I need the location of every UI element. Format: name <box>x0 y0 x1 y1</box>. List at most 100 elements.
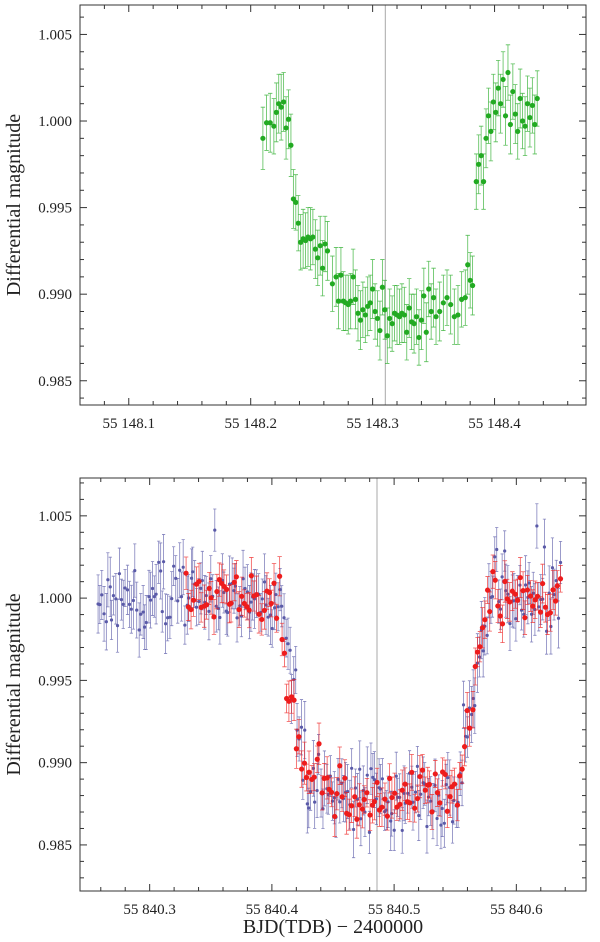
data-point <box>508 622 512 626</box>
data-point <box>515 597 521 603</box>
plot-area <box>260 44 540 366</box>
data-point <box>379 804 385 810</box>
data-point <box>515 128 521 135</box>
series-1 <box>183 554 564 839</box>
data-point <box>529 102 535 109</box>
data-point <box>288 648 292 652</box>
data-point <box>361 796 367 803</box>
data-point <box>154 592 158 596</box>
data-point <box>274 615 280 621</box>
data-point <box>267 120 273 126</box>
data-point <box>355 310 361 316</box>
data-point <box>457 773 463 779</box>
data-point <box>337 763 343 769</box>
data-point <box>417 773 423 780</box>
data-point <box>485 113 492 119</box>
data-point <box>524 587 531 593</box>
data-point <box>320 265 326 271</box>
data-point <box>141 610 145 614</box>
data-point <box>218 615 222 620</box>
data-point <box>350 274 356 280</box>
data-point <box>211 614 217 620</box>
data-point <box>310 234 316 240</box>
data-point <box>414 795 421 802</box>
data-point <box>235 616 239 620</box>
data-point <box>532 121 538 128</box>
data-point <box>437 308 443 315</box>
data-point <box>484 587 491 593</box>
data-point <box>400 828 404 833</box>
data-point <box>527 593 534 599</box>
data-point <box>492 577 498 583</box>
data-point <box>419 767 426 773</box>
data-point <box>442 771 448 778</box>
data-point <box>413 314 420 320</box>
data-point <box>338 272 344 278</box>
data-point <box>133 568 137 573</box>
data-point <box>106 578 110 582</box>
data-point <box>549 624 553 629</box>
data-point <box>517 574 523 581</box>
data-point <box>191 570 195 574</box>
data-point <box>176 599 180 603</box>
data-point <box>143 625 147 629</box>
data-point <box>542 604 548 610</box>
data-point <box>377 327 383 334</box>
data-point <box>206 585 212 591</box>
data-point <box>485 633 489 638</box>
data-point <box>440 806 444 811</box>
data-point <box>329 281 335 287</box>
data-point <box>108 585 112 589</box>
data-point <box>374 315 381 322</box>
x-tick-label: 55 840.4 <box>246 902 299 918</box>
y-tick-label: 0.985 <box>38 374 72 390</box>
data-point <box>322 241 328 247</box>
data-point <box>243 586 247 591</box>
data-point <box>387 315 393 322</box>
data-point <box>447 794 453 800</box>
data-point <box>478 153 484 159</box>
data-point <box>209 577 213 581</box>
data-point <box>505 69 511 76</box>
data-point <box>426 781 433 788</box>
data-point <box>293 199 299 206</box>
data-point <box>111 593 116 598</box>
data-point <box>271 123 277 129</box>
data-point <box>434 790 441 796</box>
data-point <box>369 767 373 771</box>
data-point <box>418 317 424 323</box>
data-point <box>495 603 501 609</box>
data-point <box>394 774 398 778</box>
data-point <box>121 602 125 606</box>
data-point <box>236 606 242 613</box>
data-point <box>495 547 499 552</box>
data-point <box>439 823 443 827</box>
data-point <box>464 707 470 714</box>
data-point <box>409 769 415 775</box>
data-point <box>338 800 342 804</box>
data-point <box>497 613 503 619</box>
data-point <box>226 610 230 615</box>
data-point <box>429 799 433 803</box>
data-point <box>315 255 321 261</box>
data-point <box>168 615 172 619</box>
x-tick-label: 55 148.3 <box>346 416 399 432</box>
data-point <box>313 800 317 804</box>
data-point <box>274 592 278 597</box>
data-point <box>379 284 385 290</box>
data-point <box>280 604 284 608</box>
data-point <box>277 573 283 579</box>
data-point <box>506 592 510 596</box>
y-tick-label: 0.995 <box>38 673 72 689</box>
y-tick-label: 1.000 <box>38 591 72 607</box>
series-0 <box>260 44 540 366</box>
y-tick-label: 1.005 <box>38 27 72 43</box>
data-point <box>519 118 526 124</box>
data-point <box>527 114 533 121</box>
data-point <box>114 597 118 601</box>
data-point <box>404 329 410 335</box>
data-point <box>534 95 540 102</box>
data-point <box>285 116 292 122</box>
data-point <box>389 321 395 327</box>
data-point <box>359 806 366 812</box>
